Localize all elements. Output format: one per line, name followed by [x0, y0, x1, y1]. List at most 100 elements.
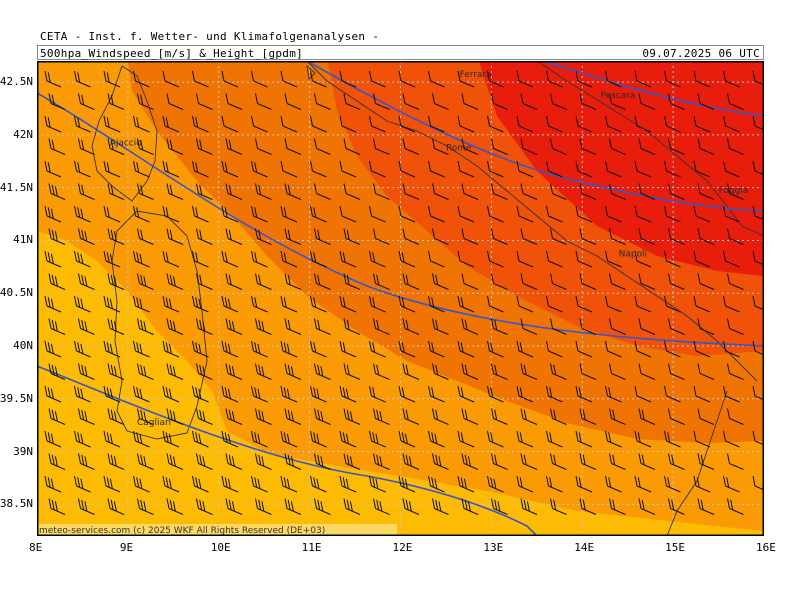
wind-barb	[752, 340, 764, 356]
wind-barb	[284, 138, 302, 155]
wind-barb	[461, 183, 479, 200]
wind-barb	[310, 115, 327, 133]
wind-barb	[575, 295, 593, 313]
wind-barb	[192, 70, 209, 88]
wind-barb	[609, 138, 626, 155]
wind-barb	[78, 453, 95, 470]
wind-barb	[402, 228, 420, 245]
wind-barb	[579, 318, 597, 335]
wind-barb	[575, 430, 593, 448]
wind-barb	[255, 408, 272, 425]
wind-barb	[723, 295, 740, 313]
wind-barb	[457, 430, 475, 448]
wind-barb	[251, 340, 268, 358]
wind-barb	[280, 475, 298, 493]
wind-barb	[255, 318, 272, 335]
wind-barb	[664, 205, 681, 223]
wind-barb	[192, 160, 209, 178]
wind-barb	[693, 205, 711, 223]
wind-barb	[491, 363, 508, 380]
wind-barb	[162, 205, 180, 223]
lon-tick-label: 11E	[301, 541, 322, 554]
wind-barb	[491, 228, 508, 245]
wind-barb	[752, 475, 764, 491]
wind-barb	[314, 498, 331, 515]
wind-barb	[638, 183, 656, 200]
wind-barb	[550, 228, 567, 245]
wind-barb	[668, 408, 685, 425]
city-label: Napoli	[619, 249, 647, 259]
wind-barb	[398, 385, 416, 403]
wind-barb	[137, 93, 154, 110]
wind-barb	[196, 453, 213, 470]
wind-barb	[634, 295, 652, 313]
lat-tick-label: 40.5N	[0, 286, 33, 300]
wind-barb	[369, 385, 386, 403]
wind-barb	[727, 228, 744, 245]
wind-barb	[107, 228, 125, 245]
wind-barb	[162, 160, 180, 178]
wind-barb	[752, 160, 764, 176]
wind-barb	[693, 115, 711, 133]
wind-barb	[74, 430, 91, 448]
wind-barb	[609, 408, 626, 425]
wind-barb	[491, 318, 508, 335]
color-band-5	[478, 61, 764, 276]
wind-barb	[343, 138, 361, 155]
wind-barb	[78, 228, 95, 245]
wind-barb	[546, 250, 563, 268]
wind-barb	[74, 340, 91, 358]
wind-barb	[664, 340, 681, 358]
wind-barb	[369, 340, 386, 358]
wind-barb	[162, 430, 180, 448]
wind-barb	[103, 115, 121, 133]
coastlines	[91, 61, 764, 536]
wind-barb	[723, 70, 740, 88]
wind-barb	[520, 498, 538, 515]
wind-barb	[727, 183, 744, 200]
wind-barb	[605, 70, 622, 88]
wind-barb	[723, 340, 740, 358]
wind-barb	[339, 295, 357, 313]
wind-barb	[402, 183, 420, 200]
wind-barb	[137, 183, 154, 200]
wind-barb	[575, 385, 593, 403]
wind-barb	[103, 385, 121, 403]
wind-barb	[166, 183, 184, 200]
wind-barb	[162, 385, 180, 403]
wind-barb	[48, 183, 66, 200]
lon-tick-label: 9E	[119, 541, 134, 554]
wind-barb	[192, 205, 209, 223]
wind-barb	[310, 430, 327, 448]
wind-barb	[457, 250, 475, 268]
timestamp: 09.07.2025 06 UTC	[642, 47, 760, 60]
wind-barb	[251, 250, 268, 268]
wind-barb	[343, 498, 361, 515]
lat-tick-label: 42.5N	[0, 75, 33, 89]
wind-barb	[550, 453, 567, 470]
wind-barb	[339, 70, 357, 88]
wind-barb	[428, 385, 445, 403]
wind-barb	[107, 183, 125, 200]
wind-barb	[339, 250, 357, 268]
italy-west-coast	[306, 61, 758, 382]
wind-barb	[402, 453, 420, 470]
wind-barb	[48, 498, 66, 515]
wind-barb	[723, 385, 740, 403]
wind-barb	[609, 498, 626, 515]
wind-barb	[605, 385, 622, 403]
wind-barb	[74, 160, 91, 178]
wind-barb	[166, 273, 184, 290]
wind-barb	[432, 183, 449, 200]
wind-barb	[638, 273, 656, 290]
wind-barb	[634, 250, 652, 268]
wind-barb	[166, 138, 184, 155]
wind-barb	[638, 408, 656, 425]
wind-barb	[162, 115, 180, 133]
wind-barb	[605, 250, 622, 268]
wind-barb	[752, 250, 764, 266]
wind-barb	[44, 385, 62, 403]
wind-barb	[133, 70, 150, 88]
wind-barb	[107, 273, 125, 290]
wind-barb	[550, 183, 567, 200]
